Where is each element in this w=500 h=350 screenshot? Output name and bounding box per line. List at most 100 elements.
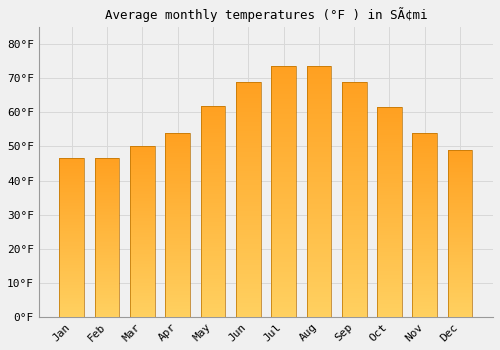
Bar xyxy=(271,189,296,191)
Bar xyxy=(448,206,472,208)
Bar xyxy=(200,241,226,243)
Bar xyxy=(166,234,190,236)
Bar xyxy=(236,218,260,220)
Bar xyxy=(166,181,190,182)
Bar xyxy=(236,181,260,183)
Bar xyxy=(342,291,366,293)
Bar xyxy=(94,277,120,279)
Bar xyxy=(60,181,84,182)
Bar xyxy=(448,208,472,210)
Bar xyxy=(377,273,402,275)
Bar xyxy=(236,82,260,84)
Bar xyxy=(60,169,84,171)
Bar xyxy=(306,94,331,97)
Bar xyxy=(166,311,190,313)
Bar xyxy=(130,283,155,285)
Bar xyxy=(412,300,437,302)
Bar xyxy=(166,245,190,247)
Bar xyxy=(166,160,190,162)
Bar xyxy=(60,222,84,223)
Bar xyxy=(412,162,437,164)
Bar xyxy=(448,175,472,177)
Bar xyxy=(412,296,437,299)
Bar xyxy=(448,213,472,215)
Bar xyxy=(306,109,331,112)
Bar xyxy=(94,177,120,179)
Bar xyxy=(306,274,331,277)
Bar xyxy=(342,216,366,218)
Bar xyxy=(412,245,437,247)
Bar xyxy=(94,250,120,252)
Bar xyxy=(377,310,402,313)
Bar xyxy=(342,115,366,117)
Bar xyxy=(166,186,190,188)
Bar xyxy=(377,271,402,273)
Bar xyxy=(412,217,437,219)
Bar xyxy=(60,250,84,252)
Bar xyxy=(306,222,331,224)
Bar xyxy=(271,219,296,222)
Bar xyxy=(271,71,296,74)
Bar xyxy=(130,288,155,289)
Bar xyxy=(342,209,366,211)
Bar xyxy=(130,162,155,163)
Bar xyxy=(166,300,190,302)
Bar xyxy=(271,267,296,269)
Bar xyxy=(94,219,120,220)
Bar xyxy=(306,97,331,99)
Bar xyxy=(200,313,226,315)
Bar xyxy=(200,251,226,253)
Bar xyxy=(342,84,366,86)
Bar xyxy=(130,196,155,197)
Bar xyxy=(448,292,472,293)
Bar xyxy=(94,274,120,275)
Bar xyxy=(377,248,402,250)
Bar xyxy=(342,131,366,133)
Bar xyxy=(166,304,190,306)
Bar xyxy=(306,194,331,197)
Bar xyxy=(412,151,437,153)
Bar xyxy=(130,240,155,242)
Bar xyxy=(342,93,366,96)
Bar xyxy=(200,152,226,154)
Bar xyxy=(130,276,155,278)
Bar xyxy=(166,241,190,243)
Bar xyxy=(130,226,155,228)
Bar xyxy=(306,179,331,182)
Bar xyxy=(166,164,190,166)
Bar xyxy=(130,187,155,189)
Bar xyxy=(94,211,120,212)
Bar xyxy=(271,287,296,289)
Bar xyxy=(130,232,155,233)
Bar xyxy=(200,260,226,262)
Bar xyxy=(306,242,331,244)
Bar xyxy=(412,146,437,148)
Bar xyxy=(342,260,366,263)
Bar xyxy=(306,84,331,86)
Bar xyxy=(94,171,120,173)
Bar xyxy=(236,206,260,209)
Bar xyxy=(166,219,190,221)
Bar xyxy=(94,163,120,165)
Bar xyxy=(236,84,260,86)
Bar xyxy=(377,149,402,151)
Bar xyxy=(448,152,472,153)
Bar xyxy=(166,199,190,201)
Bar xyxy=(448,168,472,170)
Bar xyxy=(271,229,296,232)
Bar xyxy=(60,206,84,208)
Bar xyxy=(236,103,260,105)
Bar xyxy=(448,162,472,163)
Bar xyxy=(448,182,472,183)
Bar xyxy=(166,230,190,232)
Bar xyxy=(412,273,437,274)
Bar xyxy=(60,304,84,306)
Bar xyxy=(130,179,155,181)
Bar xyxy=(271,257,296,259)
Bar xyxy=(236,286,260,289)
Bar xyxy=(94,166,120,168)
Bar xyxy=(306,247,331,249)
Bar xyxy=(60,214,84,216)
Bar xyxy=(166,212,190,214)
Bar xyxy=(130,305,155,307)
